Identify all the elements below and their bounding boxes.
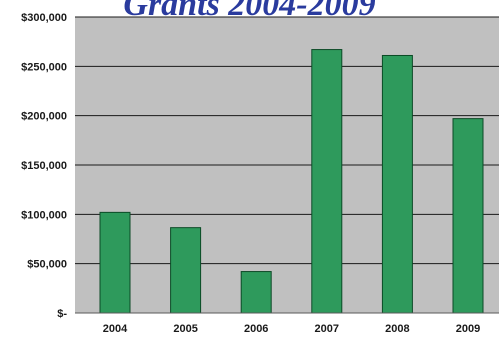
x-tick-label: 2008 [385,323,409,335]
y-tick-label: $250,000 [21,61,67,73]
y-tick-label: $300,000 [21,12,67,24]
chart-title: Grants 2004-2009 [123,0,376,23]
y-tick-label: $100,000 [21,209,67,221]
bar-2005 [170,227,202,314]
x-tick-label: 2007 [315,323,339,335]
bar-2006 [240,271,272,314]
y-tick-label: $50,000 [27,259,67,271]
x-tick-label: 2005 [173,323,197,335]
bars [99,49,484,314]
bar-2007 [311,49,343,314]
x-axis-ticks: 2004 2005 2006 2007 2008 2009 [103,323,480,335]
y-tick-label: $200,000 [21,111,67,123]
x-tick-label: 2009 [456,323,480,335]
y-tick-label: $150,000 [21,160,67,172]
bar-2004 [99,211,131,314]
y-tick-label: $- [57,308,67,320]
x-tick-label: 2006 [244,323,268,335]
x-tick-label: 2004 [103,323,128,335]
y-axis-ticks: $- $50,000 $100,000 $150,000 $200,000 $250,00… [21,12,67,320]
gridlines [75,16,499,265]
bar-2009 [452,118,484,314]
bar-2008 [381,54,413,314]
